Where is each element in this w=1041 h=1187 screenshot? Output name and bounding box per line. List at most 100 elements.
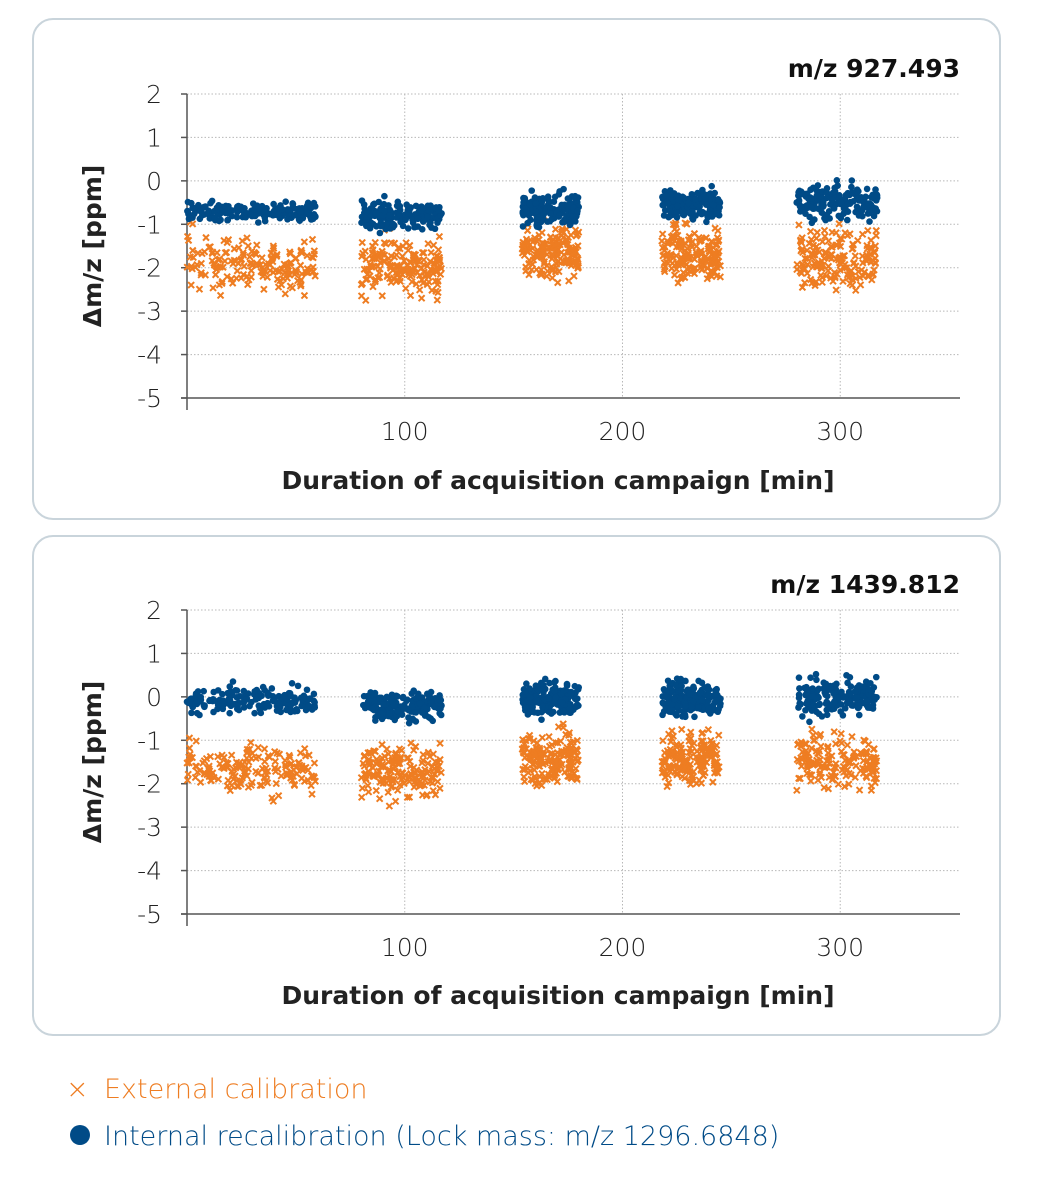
- data-point-external: [407, 258, 415, 267]
- data-point-internal: [398, 711, 406, 718]
- data-point-external: [214, 752, 222, 761]
- data-point-external: [551, 233, 560, 242]
- panel-border: [32, 18, 1001, 520]
- data-point-external: [386, 264, 395, 272]
- data-point-external: [851, 252, 859, 260]
- data-point-external: [265, 753, 274, 762]
- data-point-external: [274, 791, 283, 800]
- data-point-internal: [865, 686, 872, 693]
- data-point-internal: [848, 177, 856, 184]
- data-point-internal: [276, 700, 283, 708]
- data-point-external: [819, 261, 827, 269]
- data-point-external: [256, 781, 264, 790]
- data-point-internal: [539, 703, 546, 711]
- data-point-external: [419, 756, 427, 765]
- data-point-internal: [298, 702, 305, 710]
- data-point-external: [364, 749, 372, 757]
- data-point-external: [674, 261, 683, 269]
- data-point-external: [297, 246, 305, 254]
- data-point-internal: [541, 675, 549, 683]
- data-point-external: [245, 745, 254, 754]
- data-point-internal: [233, 694, 241, 701]
- data-point-internal: [799, 713, 806, 720]
- data-point-external: [820, 783, 828, 792]
- data-point-internal: [288, 679, 296, 687]
- data-point-external: [529, 761, 537, 769]
- data-point-internal: [807, 186, 814, 194]
- data-point-internal: [708, 182, 716, 190]
- data-point-external: [431, 791, 440, 799]
- data-point-internal: [573, 695, 581, 703]
- data-point-external: [554, 278, 562, 287]
- panel-border: [32, 535, 1001, 1036]
- data-point-internal: [680, 194, 688, 202]
- data-point-external: [707, 266, 715, 275]
- data-point-external: [551, 225, 560, 233]
- data-point-internal: [713, 210, 720, 218]
- data-point-internal: [410, 687, 418, 695]
- data-point-internal: [812, 204, 820, 212]
- data-point-internal: [815, 701, 823, 709]
- data-point-external: [559, 720, 567, 728]
- data-point-external: [681, 764, 689, 772]
- data-point-internal: [672, 682, 680, 689]
- data-point-external: [360, 265, 369, 274]
- data-point-internal: [426, 207, 434, 215]
- data-point-external: [283, 274, 292, 282]
- data-point-internal: [823, 189, 831, 196]
- data-point-external: [387, 783, 395, 791]
- data-point-external: [835, 220, 843, 228]
- data-point-internal: [552, 694, 560, 701]
- data-point-external: [223, 782, 232, 790]
- data-point-internal: [866, 209, 873, 217]
- data-point-internal: [414, 692, 422, 700]
- data-point-external: [824, 753, 833, 761]
- data-point-internal: [281, 691, 288, 699]
- data-point-external: [832, 229, 840, 237]
- data-point-internal: [235, 202, 242, 210]
- data-point-internal: [217, 216, 224, 224]
- data-point-external: [247, 754, 256, 763]
- data-point-external: [378, 754, 386, 762]
- data-point-external: [714, 769, 722, 777]
- data-point-external: [688, 243, 696, 251]
- data-point-internal: [188, 199, 195, 207]
- data-point-internal: [556, 211, 563, 219]
- data-point-external: [301, 752, 310, 760]
- data-point-external: [661, 773, 669, 781]
- data-point-external: [849, 259, 858, 268]
- data-point-external: [848, 281, 857, 289]
- data-point-internal: [867, 679, 874, 687]
- data-point-internal: [548, 708, 555, 716]
- data-point-internal: [825, 208, 833, 215]
- data-point-external: [262, 764, 270, 772]
- data-point-internal: [294, 682, 302, 690]
- y-tick-label: 0: [146, 167, 162, 196]
- data-point-external: [556, 737, 565, 745]
- y-tick-label: -2: [137, 770, 162, 799]
- data-point-external: [687, 728, 695, 736]
- data-point-internal: [673, 208, 680, 216]
- data-point-internal: [566, 705, 574, 713]
- data-point-internal: [394, 707, 401, 715]
- data-point-internal: [550, 198, 558, 205]
- data-point-internal: [375, 198, 383, 206]
- data-point-external: [425, 278, 433, 286]
- data-point-internal: [690, 685, 698, 692]
- data-point-internal: [188, 709, 195, 717]
- data-point-external: [264, 260, 273, 268]
- data-point-external: [811, 281, 819, 290]
- data-point-external: [376, 258, 385, 267]
- data-point-external: [247, 781, 255, 790]
- data-point-internal: [702, 201, 710, 208]
- data-point-internal: [680, 211, 688, 219]
- data-point-internal: [862, 193, 869, 201]
- data-point-internal: [853, 694, 861, 701]
- data-point-internal: [303, 202, 311, 209]
- series-internal-recalibration: [183, 670, 880, 727]
- data-point-external: [702, 252, 710, 261]
- data-point-external: [673, 771, 681, 779]
- data-point-internal: [844, 216, 851, 224]
- data-point-external: [361, 247, 369, 255]
- data-point-external: [870, 757, 879, 765]
